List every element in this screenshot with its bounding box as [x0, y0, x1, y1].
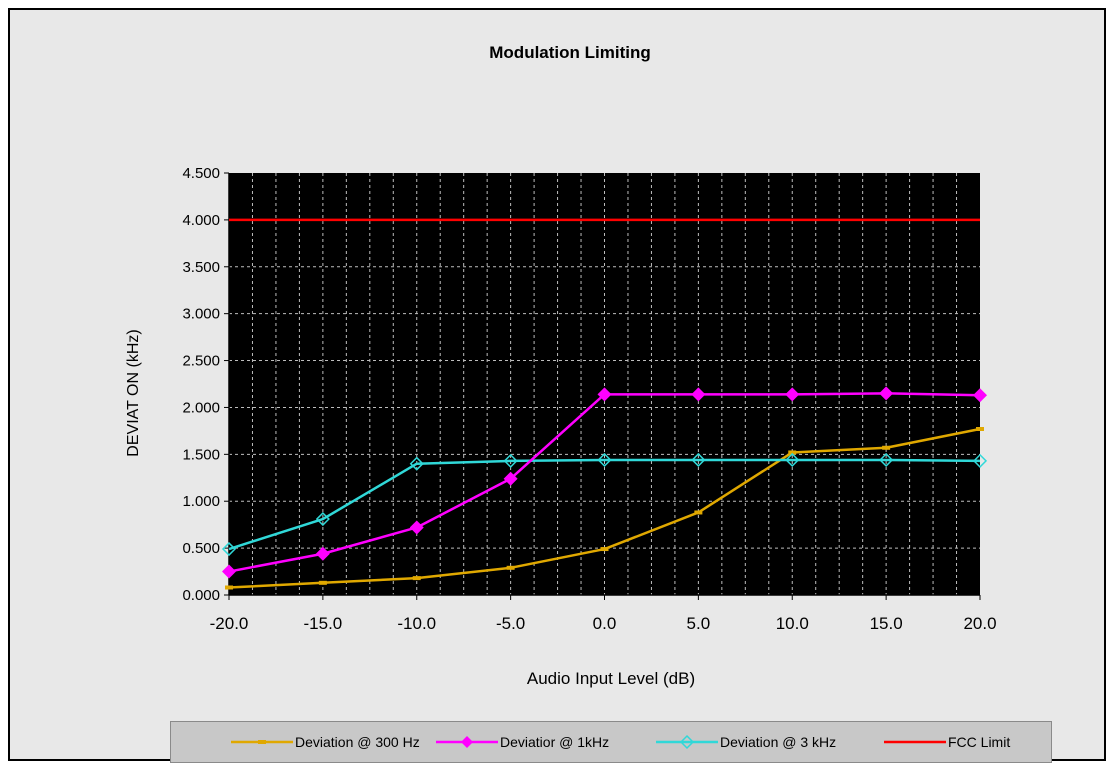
- legend-swatch-1khz: [436, 732, 498, 752]
- x-tick-label: 0.0: [593, 614, 617, 633]
- y-tick-label: 0.500: [182, 540, 220, 557]
- legend-swatch-3khz: [656, 732, 718, 752]
- y-tick-label: 1.500: [182, 446, 220, 463]
- chart-svg: Modulation Limiting DEVIAT ON (kHz) Audi…: [10, 10, 1104, 759]
- chart-frame: Modulation Limiting DEVIAT ON (kHz) Audi…: [8, 8, 1106, 761]
- x-tick-label: 10.0: [776, 614, 809, 633]
- y-tick-label: 2.500: [182, 353, 220, 370]
- chart-title: Modulation Limiting: [489, 43, 650, 62]
- legend-swatch-300hz: [231, 732, 293, 752]
- y-axis-label: DEVIAT ON (kHz): [125, 329, 142, 456]
- y-tick-label: 3.000: [182, 306, 220, 323]
- y-tick-label: 2.000: [182, 399, 220, 416]
- x-tick-label: 20.0: [963, 614, 996, 633]
- legend-swatch-fcc: [884, 732, 946, 752]
- x-tick-label: -15.0: [304, 614, 343, 633]
- legend-item-300hz: Deviation @ 300 Hz: [231, 722, 420, 762]
- y-tick-label: 3.500: [182, 259, 220, 276]
- legend-label-fcc: FCC Limit: [948, 734, 1010, 750]
- y-tick-label: 4.000: [182, 212, 220, 229]
- x-tick-label: 5.0: [687, 614, 711, 633]
- legend-label-1khz: Deviatior @ 1kHz: [500, 734, 609, 750]
- legend-label-3khz: Deviation @ 3 kHz: [720, 734, 836, 750]
- x-tick-label: -20.0: [210, 614, 249, 633]
- legend-label-300hz: Deviation @ 300 Hz: [295, 734, 420, 750]
- legend-item-fcc: FCC Limit: [884, 722, 1010, 762]
- legend: Deviation @ 300 Hz Deviatior @ 1kHz Devi…: [170, 721, 1052, 763]
- x-axis-label: Audio Input Level (dB): [527, 669, 695, 688]
- y-tick-label: 4.500: [182, 165, 220, 182]
- x-tick-label: -10.0: [397, 614, 436, 633]
- y-tick-label: 0.000: [182, 587, 220, 604]
- x-tick-label: 15.0: [870, 614, 903, 633]
- y-tick-label: 1.000: [182, 493, 220, 510]
- legend-item-3khz: Deviation @ 3 kHz: [656, 722, 836, 762]
- legend-marker-1khz: [461, 736, 473, 748]
- x-tick-label: -5.0: [496, 614, 525, 633]
- legend-item-1khz: Deviatior @ 1kHz: [436, 722, 609, 762]
